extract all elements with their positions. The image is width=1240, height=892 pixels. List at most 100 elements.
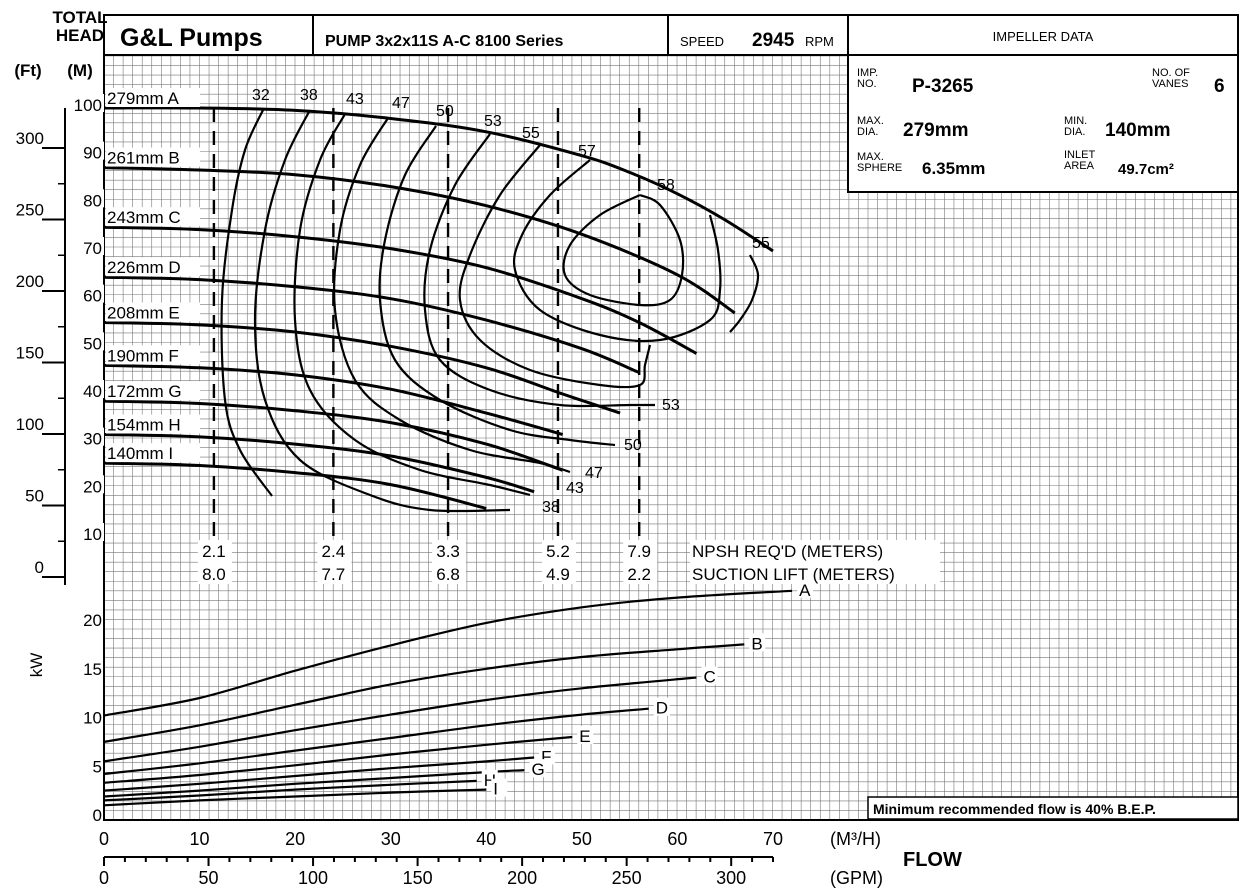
head-curve-label: 154mm H xyxy=(107,416,181,435)
efficiency-line-55 xyxy=(458,144,652,389)
head-curve-F xyxy=(103,363,564,436)
npsh-value: 3.3 xyxy=(436,542,460,561)
min-dia-label: MIN. DIA. xyxy=(1064,115,1087,138)
tick-bg xyxy=(80,427,104,446)
m3h-tick: 10 xyxy=(190,829,210,849)
power-label-bg xyxy=(491,778,508,797)
power-curve-label: I xyxy=(493,780,498,799)
tick-bg xyxy=(80,237,104,255)
head-m-tick: 40 xyxy=(83,382,102,401)
gpm-tick: 100 xyxy=(298,868,328,888)
tick-bg xyxy=(80,475,104,494)
tick-bg xyxy=(80,332,104,351)
efficiency-label: 53 xyxy=(662,397,680,414)
axes: 1009080706050403020103002502001501005002… xyxy=(16,94,783,888)
head-m-tick: 30 xyxy=(83,430,102,449)
kw-tick: 20 xyxy=(83,611,102,630)
efficiency-label: 57 xyxy=(578,143,596,160)
kw-tick: 0 xyxy=(93,806,102,825)
gpm-unit-label: (GPM) xyxy=(830,868,883,888)
head-curve-I xyxy=(103,461,487,510)
efficiency-label: 43 xyxy=(346,91,364,108)
impeller-title: IMPELLER DATA xyxy=(993,29,1094,44)
pump-model: PUMP 3x2x11S A-C 8100 Series xyxy=(325,33,563,50)
m3h-tick: 60 xyxy=(667,829,687,849)
efficiency-line-38 xyxy=(253,109,511,513)
head-m-tick: 100 xyxy=(74,96,102,115)
tick-bg xyxy=(80,380,104,398)
head-label-bg xyxy=(106,443,200,463)
head-m-tick: 70 xyxy=(83,239,102,258)
power-curve-label: G xyxy=(532,760,545,779)
head-label-bg xyxy=(106,207,200,227)
suction-lift-value: 7.7 xyxy=(322,565,346,584)
power-curve-H xyxy=(103,779,477,802)
vanes-label: NO. OF VANES xyxy=(1152,67,1190,90)
power-curve-label: B xyxy=(751,634,762,653)
m3h-unit-label: (M³/H) xyxy=(830,829,881,849)
suction-lift-label: SUCTION LIFT (METERS) xyxy=(692,565,895,584)
efficiency-label: 47 xyxy=(585,465,603,482)
power-curve-I xyxy=(103,788,487,807)
tick-bg xyxy=(80,189,104,208)
speed-unit: RPM xyxy=(805,34,834,49)
power-label-bg xyxy=(749,633,766,652)
speed-value: 2945 xyxy=(752,30,795,51)
head-curve-D xyxy=(103,275,640,374)
gpm-tick: 0 xyxy=(99,868,109,888)
labels: TOTAL HEAD (Ft) (M) kW (M³/H) (GPM) FLOW xyxy=(14,8,962,888)
power-curve-D xyxy=(103,707,649,776)
npsh-value: 7.9 xyxy=(627,542,651,561)
gpm-tick: 250 xyxy=(612,868,642,888)
tick-bg xyxy=(80,94,104,112)
npsh-value: 2.4 xyxy=(322,542,346,561)
head-m-tick: 10 xyxy=(83,525,102,544)
inlet-area-value: 49.7cm² xyxy=(1118,161,1174,178)
kw-tick: 5 xyxy=(93,757,102,776)
power-curve-B xyxy=(103,643,745,743)
head-curve-label: 261mm B xyxy=(107,149,180,168)
efficiency-label: 43 xyxy=(566,480,584,497)
power-curve-A xyxy=(103,589,793,717)
ft-unit-label: (Ft) xyxy=(14,61,41,80)
kw-tick: 10 xyxy=(83,709,102,728)
head-curve-label: 226mm D xyxy=(107,258,181,277)
efficiency-label: 50 xyxy=(436,103,454,120)
npsh-value: 2.1 xyxy=(202,542,226,561)
brand-title: G&L Pumps xyxy=(120,24,263,52)
kw-tick: 15 xyxy=(83,660,102,679)
npsh-value-bg xyxy=(541,540,576,584)
head-label-bg xyxy=(106,257,200,277)
max-sphere-value: 6.35mm xyxy=(922,159,985,178)
head-label-bg xyxy=(106,147,200,167)
head-m-tick: 50 xyxy=(83,334,102,353)
head-ft-tick: 300 xyxy=(16,129,44,148)
speed-label: SPEED xyxy=(680,34,724,49)
power-label-bg xyxy=(653,697,670,716)
efficiency-line-43 xyxy=(293,113,531,497)
head-label-bg xyxy=(106,302,200,322)
npsh-value-bg xyxy=(432,540,467,584)
head-curve-label: 279mm A xyxy=(107,89,179,108)
head-label-bg xyxy=(106,414,200,434)
efficiency-line-32 xyxy=(220,109,273,497)
head-curve-label: 208mm E xyxy=(107,304,180,323)
efficiency-line-47 xyxy=(333,117,571,474)
head-label-bg xyxy=(106,381,200,401)
imp-no-value: P-3265 xyxy=(912,76,974,97)
power-curve-label: A xyxy=(799,581,811,600)
head-curve-B xyxy=(103,166,736,315)
m-unit-label: (M) xyxy=(67,61,92,80)
max-dia-value: 279mm xyxy=(903,120,969,141)
head-label-bg xyxy=(106,88,200,107)
suction-lift-value: 4.9 xyxy=(546,565,570,584)
tick-bg xyxy=(80,523,104,541)
npsh-lines: 2.1 8.0 2.4 7.7 3.3 6.8 5.2 4.9 7.9 2.2 NPSH REQ'D… xyxy=(197,108,940,584)
npsh-value: 5.2 xyxy=(546,542,570,561)
head-curve-G xyxy=(103,399,564,472)
head-label-bg xyxy=(106,345,200,365)
head-curve-A xyxy=(103,106,774,253)
kw-axis-label: kW xyxy=(27,653,46,678)
m3h-tick: 30 xyxy=(381,829,401,849)
